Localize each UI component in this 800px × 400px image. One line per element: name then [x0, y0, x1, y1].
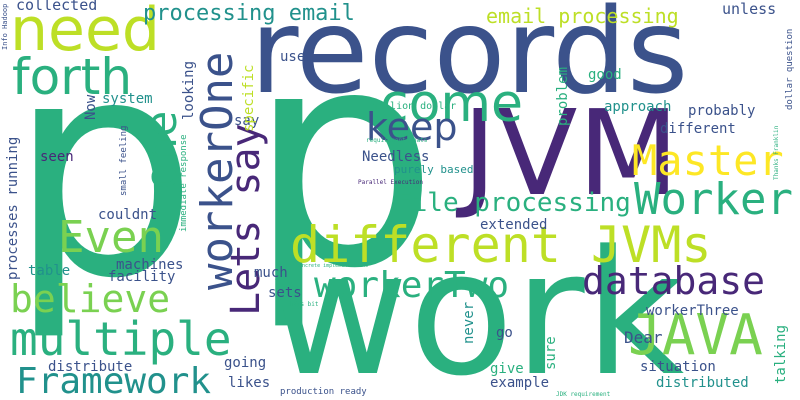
word-framework: Framework	[16, 361, 212, 400]
word-email-processing: email processing	[486, 4, 679, 28]
word-multiple: multiple	[10, 312, 232, 366]
word-approach: approach	[604, 99, 672, 115]
word-different-jvms: different JVMs	[290, 216, 712, 274]
word-info-hadoop: Info Hadoop	[1, 3, 9, 50]
word-give: give	[490, 361, 524, 377]
word-different-small: different	[660, 121, 736, 137]
word-distribute: distribute	[48, 359, 133, 375]
word-immediate-response: immediate response	[179, 134, 189, 232]
word-seen: seen	[40, 149, 74, 165]
word-example: example	[490, 375, 550, 391]
word-concrete-implementations: concrete implementations	[296, 263, 369, 269]
word-lets-say: Lets say	[223, 123, 269, 316]
word-distributed: distributed	[656, 375, 749, 391]
word-specific: specific	[241, 64, 257, 132]
word-probably: probably	[688, 103, 756, 119]
word-say: say	[234, 113, 260, 129]
word-dear: Dear	[624, 328, 663, 347]
word-records: records	[250, 0, 689, 120]
word-thanks-franklin: Thanks Franklin	[773, 125, 780, 180]
word-machines: machines	[116, 257, 184, 273]
word-master: Master	[632, 136, 784, 185]
word-million-dollar: million dollar	[372, 101, 457, 112]
word-facility: facility	[108, 269, 176, 285]
word-even: Even	[58, 212, 164, 263]
word-much: much	[254, 265, 288, 281]
word-requirement-thats: requirement Thats	[366, 137, 428, 144]
word-needless: Needless	[362, 149, 430, 165]
word-worker: Worker	[634, 174, 793, 225]
word-unless: unless	[722, 0, 777, 18]
word-come: come	[380, 74, 524, 134]
word-parallel-execution: Parallel Execution	[358, 179, 424, 186]
word-likes: likes	[228, 375, 271, 391]
word-never: never	[461, 301, 477, 344]
word-looking: looking	[181, 60, 197, 120]
word-go: go	[496, 325, 513, 341]
word-system: system	[102, 91, 153, 107]
word-p-center: p	[248, 0, 439, 334]
word-workertwo: workerTwo	[314, 265, 510, 306]
word-going: going	[224, 355, 267, 371]
word-couldnt: couldnt	[98, 207, 158, 223]
word-table: table	[28, 263, 71, 279]
word-processing-email: processing email	[143, 1, 355, 26]
word-now: Now	[83, 94, 99, 120]
word-production-ready: production ready	[280, 387, 367, 397]
word-work: work	[268, 213, 685, 400]
word-believe: believe	[10, 277, 171, 321]
word-keep: keep	[366, 105, 458, 149]
word-workerthree: workerThree	[646, 303, 739, 319]
word-file-processing: File processing	[396, 188, 631, 218]
word-problem: problem	[555, 66, 571, 126]
word-processes-running: processes running	[5, 136, 21, 280]
word-forth: forth	[12, 48, 133, 106]
word-dollar-question: dollar question	[785, 28, 795, 110]
word-jdk-requirement: JDK requirement	[556, 391, 611, 398]
word-database: database	[582, 259, 766, 303]
word-small-feeling: small feeling	[119, 125, 129, 196]
word-good: good	[588, 67, 622, 83]
word-thats-bit: Thats bit	[286, 301, 319, 308]
word-extended: extended	[480, 217, 548, 233]
word-sets: sets	[268, 285, 302, 301]
word-one: one	[136, 110, 187, 190]
word-jvm: JVM	[462, 84, 680, 222]
word-sure: sure	[543, 336, 559, 370]
word-situation: situation	[640, 359, 716, 375]
word-purely-based: purely based	[394, 163, 474, 176]
word-need: need	[10, 0, 160, 65]
word-java: JAVA	[628, 303, 763, 368]
word-p-left: p	[8, 0, 199, 344]
word-collected: collected	[16, 0, 98, 14]
word-used: used	[280, 49, 314, 65]
word-talking: talking	[773, 324, 789, 384]
